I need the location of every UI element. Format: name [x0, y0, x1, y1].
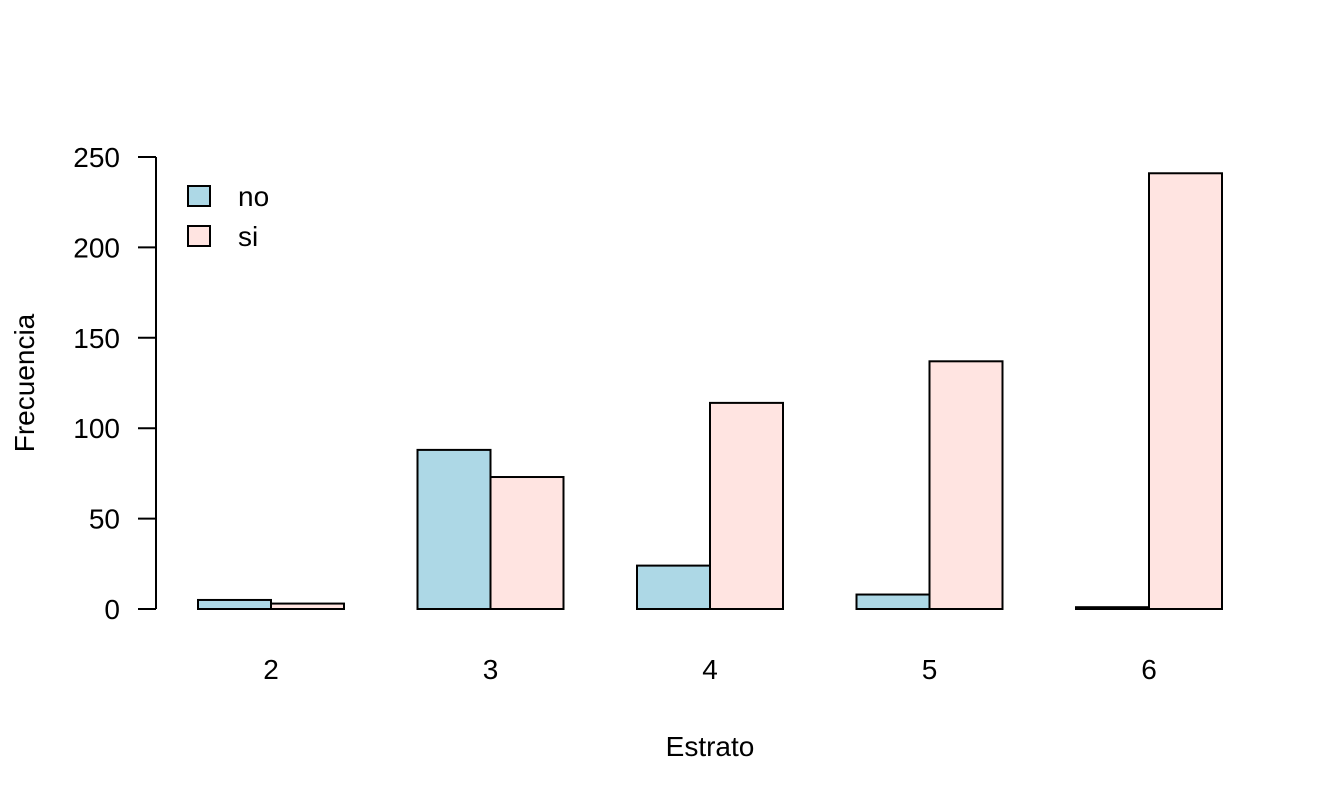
y-tick-label: 200 [73, 232, 120, 263]
legend: no si [187, 181, 269, 252]
x-tick-labels: 2 3 4 5 6 [263, 654, 1157, 685]
y-tick-label: 150 [73, 323, 120, 354]
y-tick-label: 50 [89, 504, 120, 535]
bar-si-3 [489, 476, 565, 610]
x-tick-label: 4 [702, 654, 718, 685]
bar-si-2 [270, 602, 345, 610]
y-axis: 0 50 100 150 200 250 [73, 142, 157, 625]
bar-si-5 [928, 360, 1004, 610]
y-tick-label: 0 [104, 594, 120, 625]
bars-group [197, 172, 1223, 611]
x-axis-title: Estrato [666, 731, 755, 762]
bar-si-4 [709, 401, 784, 610]
bar-no-4 [636, 564, 711, 610]
legend-label-no: no [238, 181, 269, 212]
bar-no-5 [855, 593, 931, 611]
bar-no-6 [1075, 606, 1150, 611]
x-tick-label: 5 [922, 654, 938, 685]
y-tick-label: 100 [73, 413, 120, 444]
bar-no-2 [197, 598, 272, 611]
y-axis-title: Frecuencia [9, 313, 40, 452]
x-tick-label: 3 [483, 654, 499, 685]
x-tick-label: 6 [1141, 654, 1157, 685]
legend-swatch-no [187, 185, 211, 207]
y-tick-label: 250 [73, 142, 120, 173]
legend-label-si: si [238, 221, 258, 252]
legend-swatch-si [187, 225, 211, 247]
bar-si-6 [1148, 172, 1223, 610]
bar-no-3 [416, 448, 492, 610]
x-tick-label: 2 [263, 654, 279, 685]
